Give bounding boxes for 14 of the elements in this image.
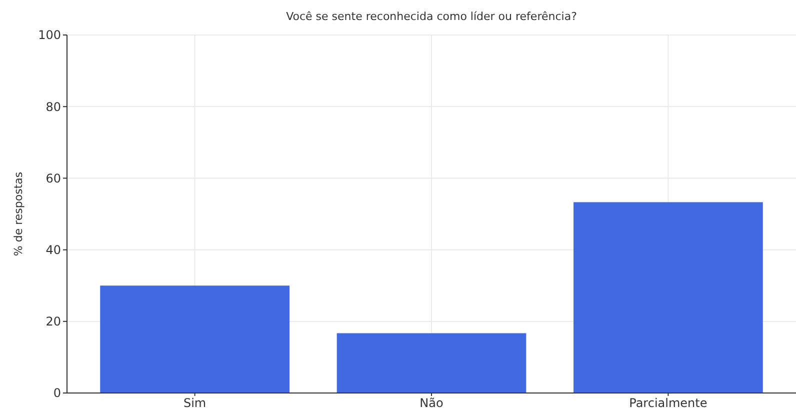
- chart-title: Você se sente reconhecida como líder ou referência?: [286, 10, 578, 23]
- y-tick-label: 20: [46, 314, 61, 329]
- y-tick-label: 100: [38, 28, 61, 42]
- y-tick-label: 40: [46, 243, 61, 257]
- y-tick-label: 60: [46, 171, 61, 186]
- bar: [336, 333, 526, 393]
- x-tick-label: Parcialmente: [629, 396, 708, 408]
- x-tick-label: Não: [420, 396, 444, 408]
- bar: [100, 286, 290, 393]
- y-tick-label: 80: [46, 100, 61, 114]
- bar: [574, 202, 763, 393]
- y-tick-label: 0: [53, 386, 61, 400]
- x-tick-label: Sim: [183, 396, 206, 408]
- y-axis-title: % de respostas: [12, 172, 25, 256]
